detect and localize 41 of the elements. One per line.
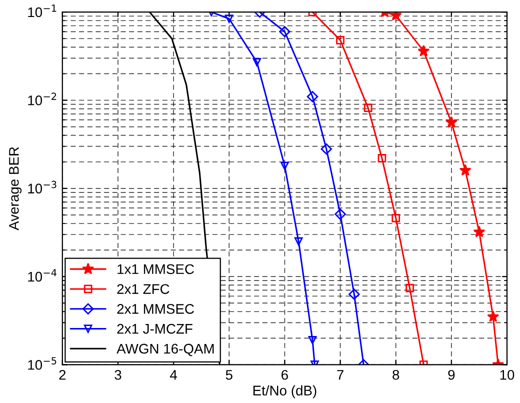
x-tick-label: 10 (500, 370, 514, 380)
y-tick-label: 10$^{−5}$ (28, 357, 56, 370)
legend-label: 2x1 ZFC (117, 284, 170, 294)
legend-label: 2x1 J-MCZF (117, 324, 192, 334)
point (279, 26, 290, 38)
point (308, 336, 317, 344)
y-tick-label: 10$^{−3}$ (28, 180, 56, 194)
x-tick-label: 9 (448, 370, 455, 380)
legend-label: 2x1 MMSEC (117, 304, 194, 314)
x-tick-label: 6 (282, 370, 288, 380)
point (378, 154, 386, 162)
point (294, 237, 303, 246)
y-axis-title: Average BER (9, 147, 22, 230)
x-tick-label: 5 (226, 370, 232, 380)
x-tick-label: 7 (337, 370, 344, 380)
y-tick-label: 10$^{−2}$ (28, 92, 56, 106)
x-tick-label: 2 (59, 370, 66, 380)
point (459, 164, 472, 176)
point (252, 58, 262, 66)
point (473, 226, 486, 238)
point (348, 288, 360, 300)
point (487, 310, 500, 322)
point (445, 116, 458, 128)
point (224, 14, 234, 23)
x-tick-label: 3 (114, 370, 122, 380)
x-tick-label: 4 (170, 370, 178, 380)
point (280, 162, 289, 170)
legend-label: AWGN 16-QAM (116, 344, 214, 356)
point (334, 208, 346, 220)
point (306, 90, 318, 102)
x-axis-title: Et/No (dB) (253, 385, 316, 398)
point (320, 143, 332, 155)
legend-label: 1x1 MMSEC (118, 264, 194, 274)
point (364, 104, 372, 112)
point (392, 214, 400, 222)
y-tick-label: 10$^{−4}$ (28, 269, 56, 282)
point (336, 36, 344, 44)
x-tick-label: 8 (392, 370, 400, 380)
point (406, 284, 414, 292)
point (418, 44, 430, 56)
y-tick-label: 10$^{−1}$ (28, 4, 56, 18)
